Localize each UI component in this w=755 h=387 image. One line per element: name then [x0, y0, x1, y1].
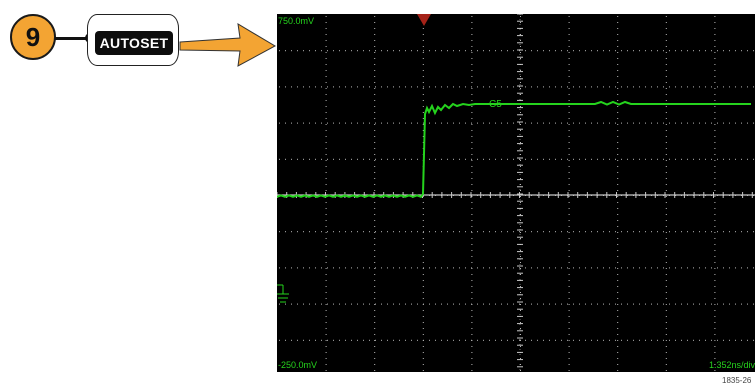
ground-reference-icon [277, 284, 289, 303]
top-voltage-label: 750.0mV [278, 16, 315, 26]
scope-graticule [277, 14, 755, 372]
channel-label: C5 [489, 99, 502, 110]
autoset-button-label: AUTOSET [99, 35, 169, 51]
trigger-position-marker[interactable] [417, 14, 431, 26]
step-number-badge: 9 [10, 14, 56, 60]
pointer-arrow-icon [179, 23, 277, 67]
connector-line [55, 37, 93, 40]
timebase-label: 1.352ns/div [709, 360, 755, 370]
autoset-button[interactable]: AUTOSET [95, 31, 173, 55]
graticule-grid [277, 14, 754, 372]
bottom-voltage-label: -250.0mV [278, 360, 318, 370]
figure-id: 1835-26 [722, 376, 752, 385]
oscilloscope-display: 750.0mV -250.0mV 1.352ns/div C5 [277, 14, 755, 372]
step-number: 9 [25, 21, 41, 52]
c5-waveform-trace [277, 100, 751, 198]
